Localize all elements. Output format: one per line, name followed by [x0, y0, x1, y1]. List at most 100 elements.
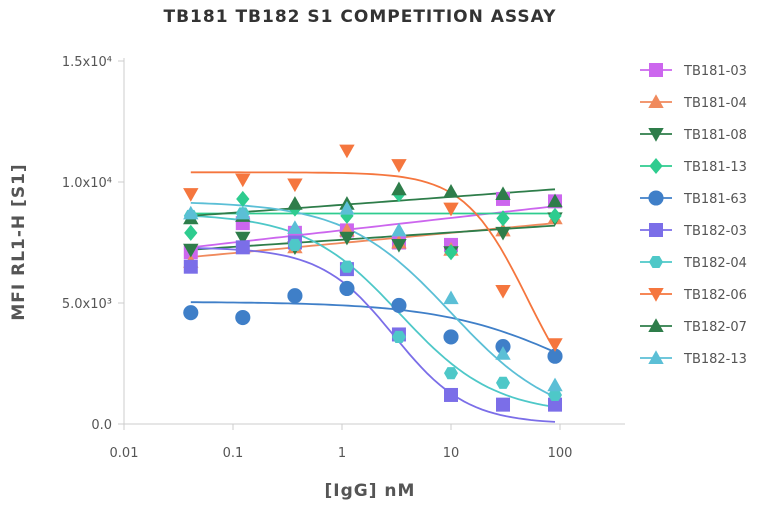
legend-item-tb181-04: TB181-04: [640, 94, 747, 111]
legend-label: TB181-03: [683, 64, 747, 79]
x-tick-label: 0.1: [223, 446, 244, 461]
data-point-tb181-08: [495, 226, 511, 241]
data-point-tb182-13: [443, 290, 459, 305]
legend-label: TB181-13: [683, 160, 747, 175]
data-point-tb181-63: [183, 305, 199, 321]
legend-marker: [648, 94, 664, 108]
fit-curve-tb182-04: [190, 215, 556, 408]
legend-label: TB182-04: [683, 256, 747, 271]
data-point-tb182-04: [339, 260, 354, 273]
legend-label: TB182-07: [683, 320, 747, 335]
data-point-tb182-06: [339, 144, 355, 159]
legend: TB181-03 TB181-04 TB181-08 TB181-13 TB181-63…: [640, 63, 747, 367]
fit-curve-tb181-63: [190, 301, 556, 353]
x-tick-label: 100: [548, 446, 573, 461]
data-point-tb182-07: [391, 181, 407, 196]
legend-item-tb181-03: TB181-03: [640, 63, 747, 79]
x-tick-label: 1: [338, 446, 346, 461]
data-point-tb181-13: [444, 244, 458, 261]
data-point-tb182-06: [495, 284, 511, 299]
y-tick-label: 1.0x10⁴: [62, 176, 112, 191]
data-point-tb182-06: [235, 173, 251, 188]
data-point-tb181-08: [183, 243, 199, 258]
data-point-tb181-08: [391, 238, 407, 253]
x-axis-title: [IgG] nM: [325, 481, 416, 501]
data-point-tb181-13: [184, 224, 198, 241]
data-point-tb182-13: [235, 205, 251, 220]
data-point-tb181-08: [339, 231, 355, 246]
data-point-tb182-13: [391, 222, 407, 237]
legend-item-tb182-13: TB182-13: [640, 350, 747, 367]
data-point-tb182-07: [443, 183, 459, 198]
data-point-tb182-07: [287, 196, 303, 210]
data-point-tb181-13: [236, 190, 250, 207]
data-point-tb182-03: [235, 240, 250, 255]
chart-title: TB181 TB182 S1 COMPETITION ASSAY: [164, 7, 557, 27]
legend-marker: [649, 223, 663, 237]
data-points: [183, 144, 563, 412]
legend-marker: [649, 157, 663, 175]
legend-label: TB181-63: [683, 192, 747, 207]
legend-marker: [648, 350, 664, 364]
data-point-tb182-13: [495, 346, 511, 360]
data-point-tb182-03: [444, 387, 458, 402]
data-point-tb182-07: [495, 186, 511, 201]
data-point-tb182-13: [339, 200, 355, 215]
data-point-tb181-63: [235, 309, 251, 326]
legend-item-tb181-63: TB181-63: [640, 190, 747, 207]
data-point-tb182-06: [183, 188, 199, 202]
data-point-tb182-13: [287, 220, 303, 234]
data-point-tb182-07: [547, 193, 563, 208]
y-axis-ticks: 0.0 5.0x10³ 1.0x10⁴ 1.5x10⁴: [62, 55, 124, 433]
data-point-tb182-06: [287, 178, 303, 193]
data-point-tb181-08: [235, 231, 251, 246]
data-point-tb181-13: [548, 207, 562, 224]
legend-marker: [648, 128, 664, 142]
y-tick-label: 0.0: [91, 418, 112, 433]
legend-item-tb182-03: TB182-03: [640, 223, 747, 239]
data-point-tb182-06: [547, 338, 563, 352]
fit-curve-tb182-03: [190, 247, 556, 423]
legend-item-tb181-13: TB181-13: [640, 157, 747, 175]
fit-curves: [190, 171, 556, 423]
data-point-tb182-04: [548, 388, 563, 402]
data-point-tb182-13: [183, 205, 199, 220]
data-point-tb182-04: [496, 376, 511, 389]
legend-marker: [649, 255, 663, 269]
legend-label: TB181-08: [683, 128, 747, 143]
plot-area: 0.0 5.0x10³ 1.0x10⁴ 1.5x10⁴ 0.01 0.1 1 10 100: [62, 55, 625, 461]
y-tick-label: 5.0x10³: [62, 297, 112, 312]
legend-label: TB182-06: [683, 288, 747, 303]
legend-marker: [648, 288, 664, 302]
data-point-tb181-63: [443, 329, 459, 345]
data-point-tb181-63: [339, 280, 355, 297]
data-point-tb181-63: [287, 288, 303, 304]
data-point-tb182-04: [287, 238, 302, 251]
data-point-tb182-03: [548, 397, 563, 412]
legend-item-tb182-07: TB182-07: [640, 318, 747, 335]
x-axis-ticks: 0.01 0.1 1 10 100: [110, 424, 573, 461]
legend-label: TB182-13: [683, 352, 747, 367]
legend-label: TB181-04: [683, 96, 747, 111]
legend-marker: [648, 190, 664, 206]
data-point-tb181-13: [496, 210, 510, 227]
fit-curve-tb182-06: [190, 171, 556, 351]
legend-marker: [649, 63, 663, 77]
legend-item-tb182-06: TB182-06: [640, 288, 747, 303]
data-point-tb181-63: [547, 348, 563, 364]
data-point-tb182-04: [391, 330, 406, 343]
data-point-tb181-63: [391, 297, 407, 313]
data-point-tb182-06: [443, 202, 459, 217]
legend-item-tb181-08: TB181-08: [640, 128, 747, 143]
data-point-tb182-13: [547, 377, 563, 392]
legend-item-tb182-04: TB182-04: [640, 255, 747, 271]
legend-label: TB182-03: [683, 224, 747, 239]
y-axis-title: MFI RL1-H [S1]: [9, 163, 29, 320]
x-tick-label: 0.01: [110, 446, 139, 461]
x-tick-label: 10: [443, 446, 460, 461]
data-point-tb182-03: [496, 397, 511, 412]
y-tick-label: 1.5x10⁴: [62, 55, 112, 70]
data-point-tb182-06: [391, 159, 407, 173]
fit-curve-tb181-08: [190, 224, 556, 251]
